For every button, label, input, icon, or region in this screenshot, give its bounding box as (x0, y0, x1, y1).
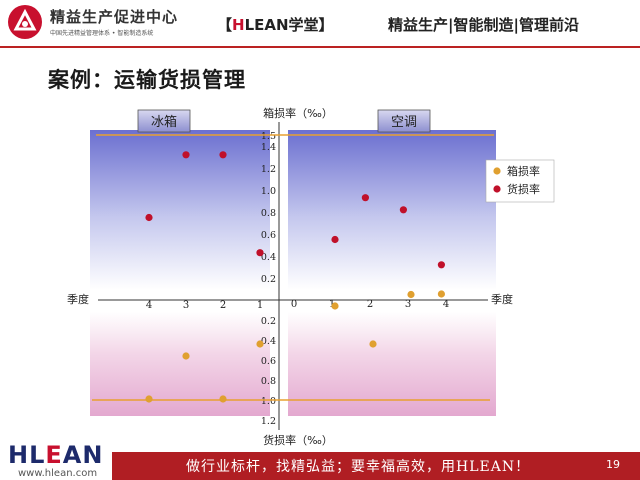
goods-damage-point (331, 235, 339, 244)
y-axis-top-label: 箱损率（‰） (263, 106, 333, 120)
goods-damage-point (219, 151, 227, 159)
box-damage-point (369, 340, 377, 348)
goods-damage-point (361, 194, 369, 202)
y-tick-top: 0.2 (261, 274, 276, 285)
panel-label-left: 冰箱 (151, 114, 177, 130)
y-tick-top: 1.4 (261, 142, 276, 153)
header-slogan: 精益生产|智能制造|管理前沿 (388, 16, 579, 34)
y-tick-bottom: 1.2 (261, 416, 276, 427)
box-damage-point (182, 352, 190, 360)
footer-slogan: 做行业标杆，找精弘益；要幸福高效，用HLEAN！ (186, 459, 531, 475)
y-tick-top: 1.5 (261, 131, 276, 142)
right-top-bg (288, 130, 496, 290)
y-tick-top: 0.8 (261, 208, 276, 219)
y-tick-bottom: 0.6 (261, 356, 276, 367)
header-divider (0, 46, 640, 48)
footer-logo: HLEAN (8, 441, 103, 469)
x-tick-right: 3 (405, 299, 411, 310)
legend-label-box-damage: 箱损率 (507, 164, 540, 178)
page-title: 案例：运输货损管理 (48, 68, 246, 92)
y-tick-bottom: 0.8 (261, 376, 276, 387)
study-rest: LEAN学堂 (244, 16, 319, 34)
panel-label-right: 空调 (391, 115, 417, 130)
footer-logo-part2: AN (62, 441, 104, 469)
y-tick-top: 0.6 (261, 230, 276, 241)
legend-box (485, 159, 555, 203)
study-h: H (232, 16, 245, 34)
x-axis-label-left: 季度 (67, 292, 89, 306)
x-axis-label-right: 季度 (491, 292, 513, 306)
goods-damage-point (399, 206, 407, 214)
y-tick-bottom: 1.0 (261, 396, 276, 407)
panel-tab-right (377, 109, 431, 133)
x-tick-left: 2 (220, 300, 226, 311)
header: 精益生产促进中心 中国先进精益管理体系 • 智能制造系统 【HLEAN学堂】 精… (0, 0, 640, 48)
x-tick-left: 4 (146, 300, 152, 311)
footer-url: www.hlean.com (18, 468, 98, 479)
y-tick-top: 0.4 (261, 252, 276, 263)
x-tick-right: 2 (367, 299, 373, 310)
y-tick-top: 1.2 (261, 164, 276, 175)
bracket-close: 】 (318, 16, 334, 34)
legend-marker-goods-damage (493, 185, 501, 193)
x-tick-right: 0 (291, 299, 297, 310)
y-tick-bottom: 0.4 (261, 336, 276, 347)
left-bottom-bg (90, 312, 270, 416)
x-tick-left: 1 (257, 300, 263, 311)
box-damage-point (331, 302, 339, 310)
hlean-study-label: 【HLEAN学堂】 (217, 14, 334, 35)
footer-logo-part1: HL (8, 441, 46, 469)
brand-subtitle: 中国先进精益管理体系 • 智能制造系统 (50, 30, 154, 37)
y-tick-top: 1.0 (261, 186, 276, 197)
x-tick-left: 3 (183, 300, 189, 311)
y-tick-bottom: 0.2 (261, 316, 276, 327)
goods-damage-point (256, 249, 264, 257)
brand-logo-icon (8, 5, 42, 39)
box-damage-point (437, 290, 445, 298)
brand-title: 精益生产促进中心 (50, 8, 179, 26)
right-bottom-bg (288, 312, 496, 416)
goods-damage-point (182, 151, 190, 159)
goods-damage-point (145, 213, 153, 222)
bracket-open: 【 (217, 16, 233, 34)
goods-damage-point (437, 261, 445, 269)
page-number: 19 (606, 458, 620, 471)
panel-tab-left (137, 109, 191, 133)
box-damage-point (145, 395, 153, 403)
y-axis-bottom-label: 货损率（‰） (263, 433, 333, 447)
legend-marker-box-damage (493, 167, 501, 175)
footer-band (112, 452, 640, 480)
box-damage-point (407, 290, 415, 299)
footer-logo-e: E (45, 441, 63, 469)
left-top-bg (90, 130, 270, 290)
legend-label-goods-damage: 货损率 (507, 182, 540, 196)
x-tick-right: 4 (443, 299, 449, 310)
box-damage-point (219, 395, 227, 403)
box-damage-point (256, 340, 264, 348)
